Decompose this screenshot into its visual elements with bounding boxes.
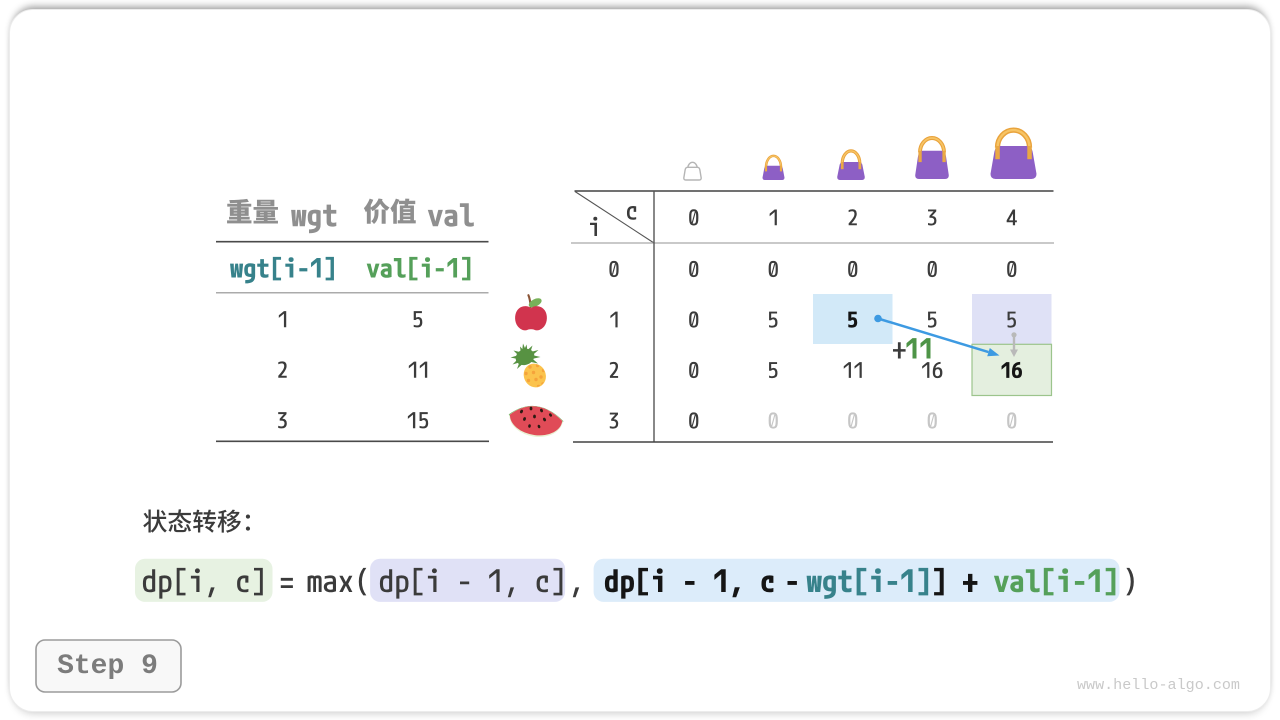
svg-text:Step 9: Step 9 [57,651,158,682]
svg-text:www.hello-algo.com: www.hello-algo.com [1077,676,1240,694]
